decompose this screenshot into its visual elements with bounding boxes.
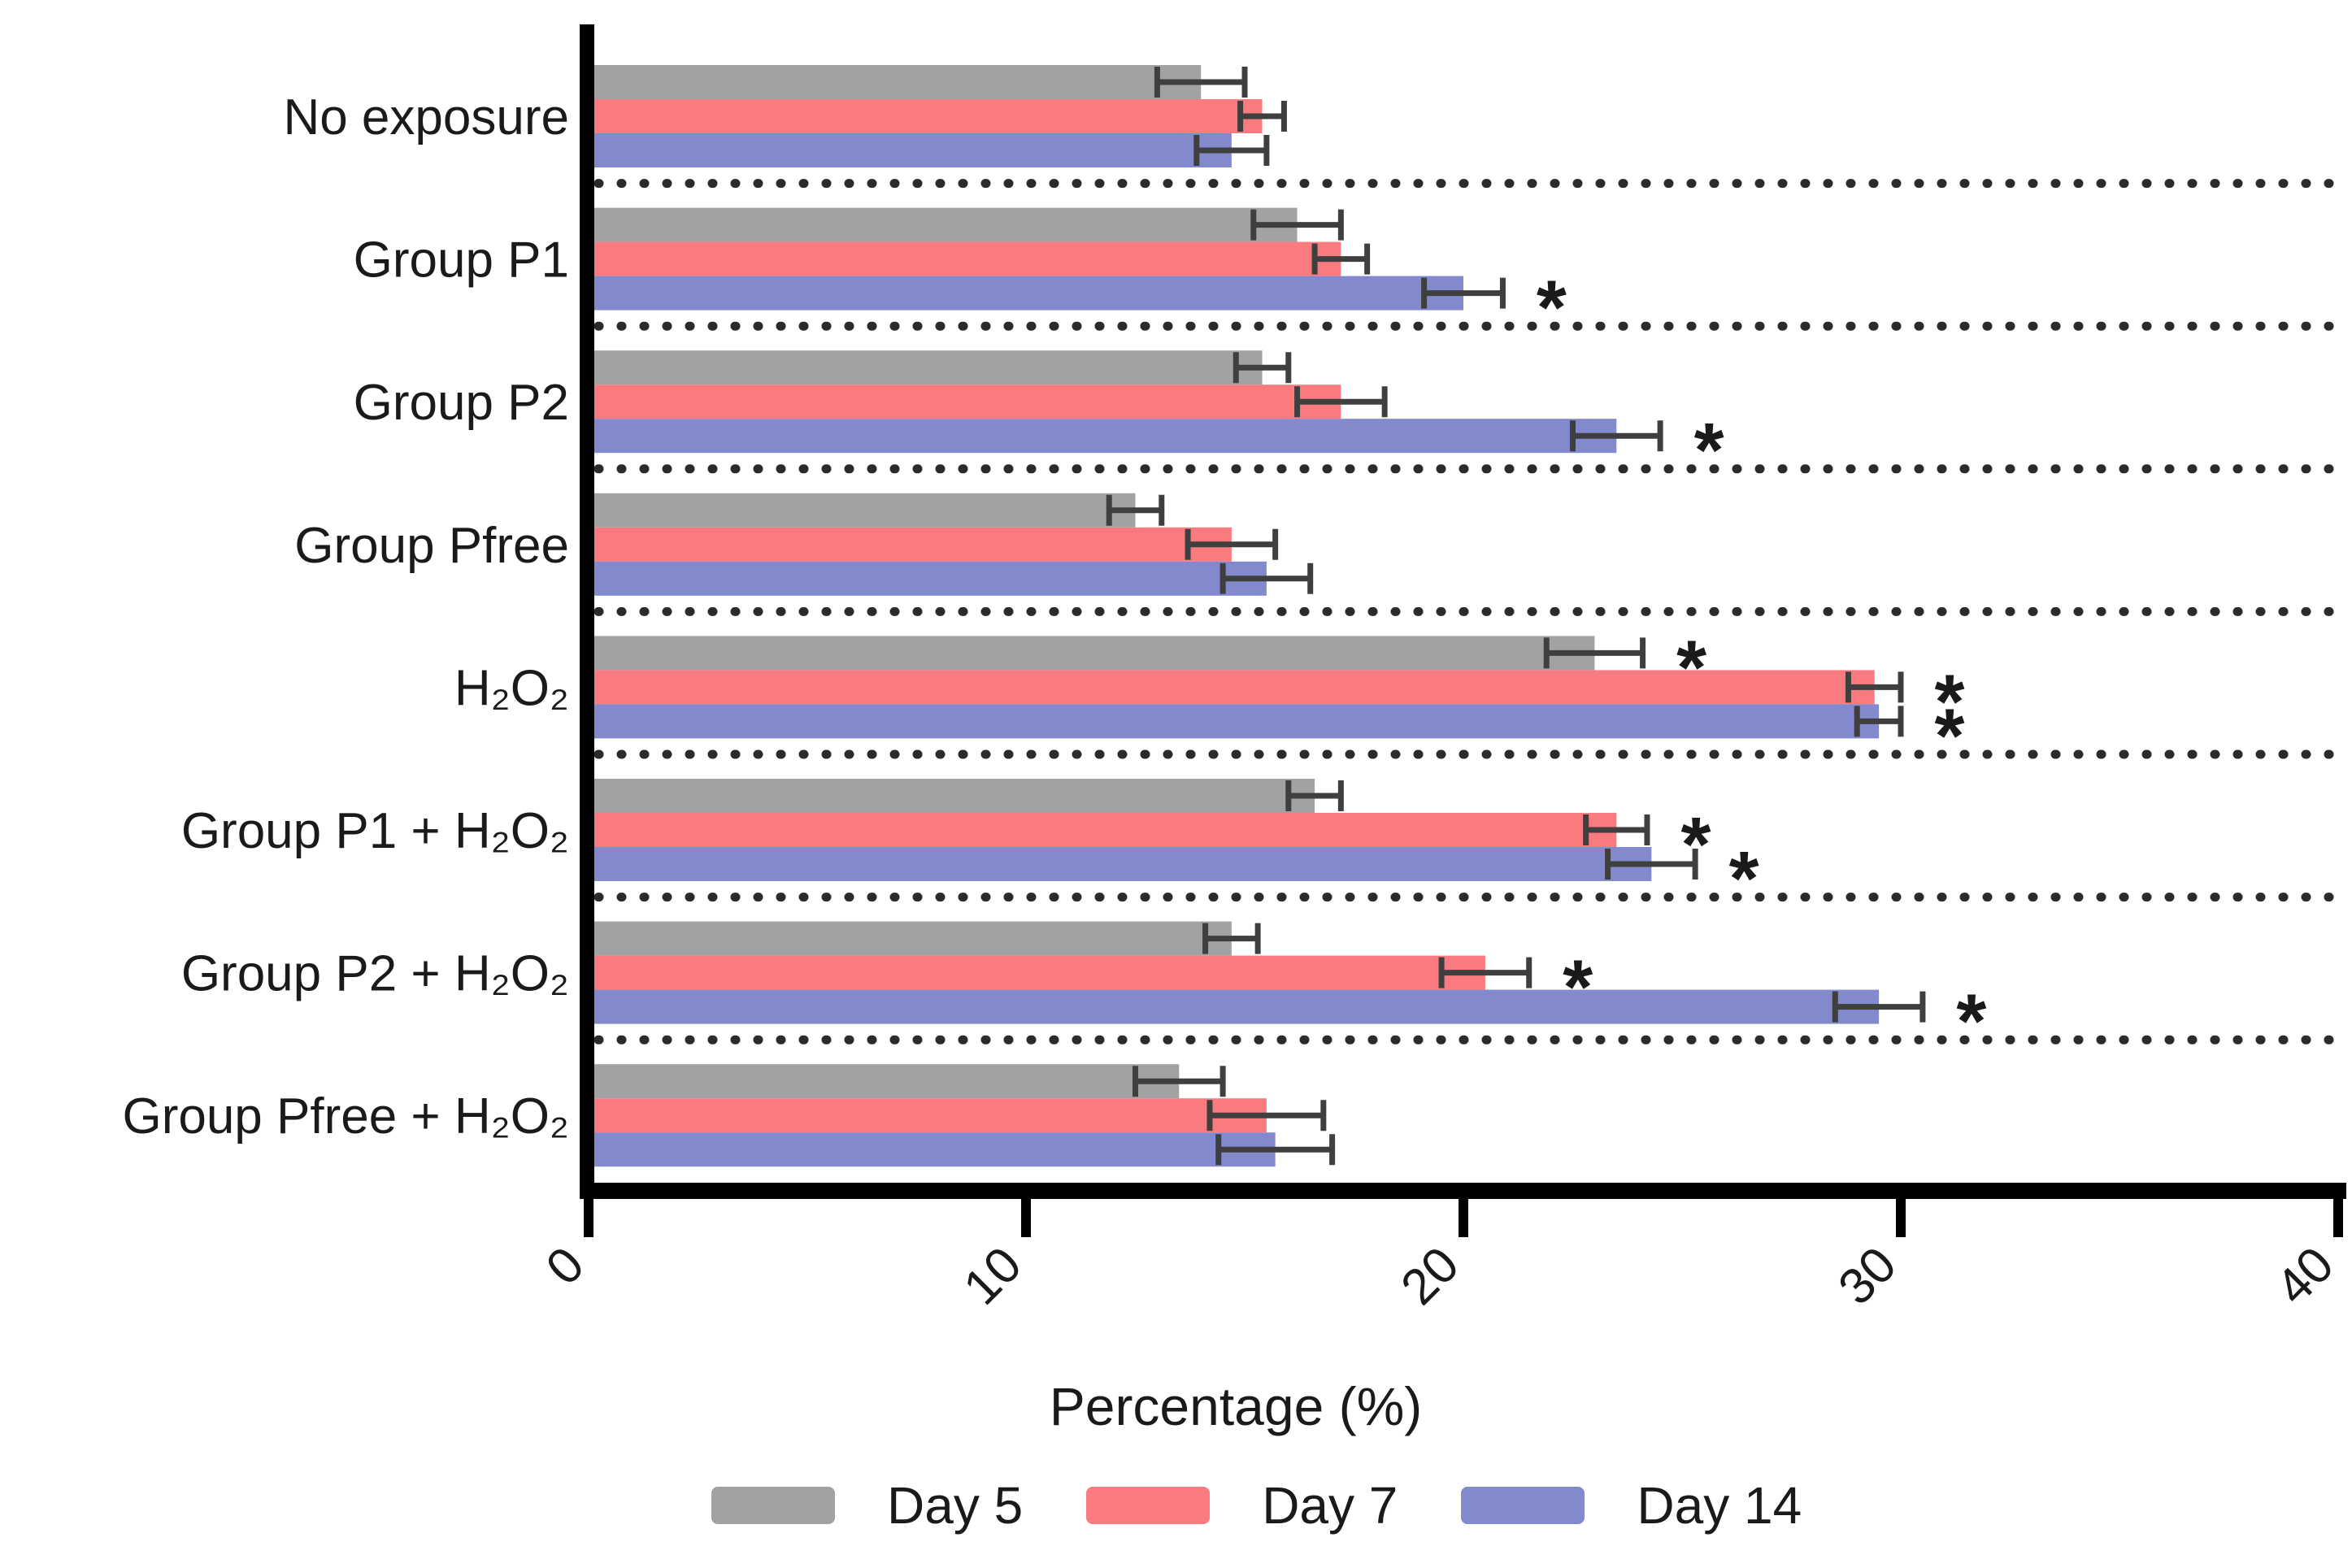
legend-entry-day7: Day 7 <box>1086 1475 1398 1535</box>
legend-swatch-day5 <box>711 1487 835 1524</box>
category-label: Group P2 + H₂O₂ <box>181 946 569 1002</box>
bar-day5-group2 <box>590 350 1263 385</box>
x-axis-tick-label: 10 <box>953 1236 1033 1316</box>
bar-day7-group0 <box>590 99 1263 133</box>
category-label: H₂O₂ <box>454 660 569 716</box>
bar-day14-group5 <box>590 847 1652 881</box>
x-axis-line <box>580 1183 2346 1199</box>
bar-day14-group2 <box>590 419 1617 454</box>
bar-day7-group2 <box>590 384 1341 419</box>
significance-asterisk: * <box>1935 658 1965 745</box>
bar-day14-group6 <box>590 989 1880 1024</box>
bar-day5-group1 <box>590 207 1298 242</box>
legend-entry-day5: Day 5 <box>711 1475 1023 1535</box>
bar-day5-group6 <box>590 921 1232 956</box>
x-axis-tick <box>1021 1199 1031 1237</box>
significance-asterisk: * <box>1956 979 1986 1065</box>
bar-day5-group3 <box>590 493 1136 528</box>
x-axis-tick-label: 0 <box>536 1236 595 1296</box>
bar-day7-group1 <box>590 241 1341 276</box>
legend-label-day7: Day 7 <box>1262 1476 1398 1535</box>
bar-day5-group7 <box>590 1064 1180 1099</box>
bar-day7-group6 <box>590 955 1485 990</box>
bar-day14-group0 <box>590 133 1232 167</box>
category-label: Group P1 <box>354 232 569 289</box>
bar-day14-group4 <box>590 704 1880 739</box>
legend-entry-day14: Day 14 <box>1461 1475 1802 1535</box>
bar-day5-group0 <box>590 65 1202 99</box>
x-axis-title: Percentage (%) <box>1049 1376 1423 1436</box>
x-axis-tick-label: 30 <box>1828 1236 1907 1316</box>
x-axis-tick <box>2333 1199 2343 1237</box>
bar-day14-group7 <box>590 1132 1276 1167</box>
bar-day5-group5 <box>590 779 1315 813</box>
bar-day5-group4 <box>590 636 1595 671</box>
legend: Day 5 Day 7 Day 14 <box>711 1476 1802 1535</box>
significance-asterisk: * <box>1729 836 1759 922</box>
category-label: Group P1 + H₂O₂ <box>181 803 569 859</box>
category-label: Group P2 <box>354 375 569 431</box>
x-axis-tick-label: 40 <box>2265 1236 2345 1316</box>
y-axis-line <box>580 24 594 1199</box>
x-axis-tick <box>1896 1199 1906 1237</box>
bar-day14-group3 <box>590 561 1267 596</box>
x-axis-tick <box>1459 1199 1468 1237</box>
legend-swatch-day7 <box>1086 1487 1211 1524</box>
significance-asterisk: * <box>1694 407 1724 493</box>
legend-swatch-day14 <box>1461 1487 1585 1524</box>
x-axis-tick-label: 20 <box>1390 1236 1470 1316</box>
category-label: No exposure <box>283 89 569 146</box>
bar-day7-group5 <box>590 813 1617 847</box>
bar-day7-group4 <box>590 670 1875 705</box>
bar-day14-group1 <box>590 276 1463 311</box>
legend-label-day14: Day 14 <box>1637 1476 1802 1535</box>
category-label: Group Pfree + H₂O₂ <box>122 1088 569 1145</box>
bar-day7-group3 <box>590 527 1232 562</box>
x-axis-tick <box>584 1199 593 1237</box>
significance-asterisk: * <box>1935 693 1965 779</box>
category-label: Group Pfree <box>294 518 569 574</box>
bar-day7-group7 <box>590 1098 1267 1133</box>
significance-asterisk: * <box>1537 265 1567 351</box>
legend-label-day5: Day 5 <box>887 1476 1024 1535</box>
